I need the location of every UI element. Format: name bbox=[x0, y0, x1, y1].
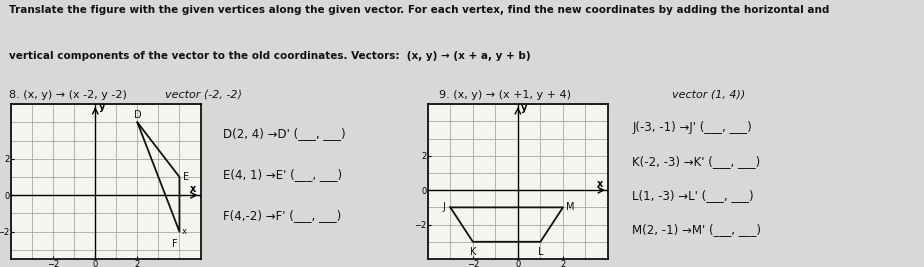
Text: F(4,-2) →F' (⁠___⁠, ⁠___⁠): F(4,-2) →F' (⁠___⁠, ⁠___⁠) bbox=[224, 209, 341, 222]
Text: M(2, -1) →M' (⁠___⁠, ⁠___⁠): M(2, -1) →M' (⁠___⁠, ⁠___⁠) bbox=[632, 223, 761, 236]
Text: y: y bbox=[521, 103, 528, 113]
Text: D(2, 4) →D' (⁠___⁠, ⁠___⁠): D(2, 4) →D' (⁠___⁠, ⁠___⁠) bbox=[224, 127, 346, 140]
Text: E(4, 1) →E' (⁠___⁠, ⁠___⁠): E(4, 1) →E' (⁠___⁠, ⁠___⁠) bbox=[224, 168, 342, 181]
Text: L: L bbox=[538, 247, 543, 257]
Text: 8. (x, y) → (x -2, y -2): 8. (x, y) → (x -2, y -2) bbox=[9, 89, 128, 100]
Text: vertical components of the vector to the old coordinates. Vectors:  (x, y) → (x : vertical components of the vector to the… bbox=[9, 52, 530, 61]
Text: K: K bbox=[469, 247, 476, 257]
Text: Translate the figure with the given vertices along the given vector. For each ve: Translate the figure with the given vert… bbox=[9, 5, 830, 15]
Text: E: E bbox=[183, 172, 188, 182]
Text: K(-2, -3) →K' (⁠___⁠, ⁠___⁠): K(-2, -3) →K' (⁠___⁠, ⁠___⁠) bbox=[632, 155, 760, 168]
Text: vector ⟨-2, -2⟩: vector ⟨-2, -2⟩ bbox=[164, 89, 241, 100]
Text: 9. (x, y) → (x +1, y + 4): 9. (x, y) → (x +1, y + 4) bbox=[439, 89, 571, 100]
Text: x: x bbox=[597, 179, 603, 189]
Text: x: x bbox=[190, 184, 196, 194]
Text: J: J bbox=[443, 202, 446, 212]
Text: x: x bbox=[181, 227, 187, 236]
Text: M: M bbox=[566, 202, 575, 212]
Text: D: D bbox=[134, 110, 141, 120]
Text: F: F bbox=[173, 239, 178, 249]
Text: vector (1, 4)): vector (1, 4)) bbox=[673, 89, 746, 100]
Text: y: y bbox=[99, 102, 104, 112]
Text: J(-3, -1) →J' (⁠___⁠, ⁠___⁠): J(-3, -1) →J' (⁠___⁠, ⁠___⁠) bbox=[632, 121, 752, 134]
Text: L(1, -3) →L' (⁠___⁠, ⁠___⁠): L(1, -3) →L' (⁠___⁠, ⁠___⁠) bbox=[632, 189, 754, 202]
